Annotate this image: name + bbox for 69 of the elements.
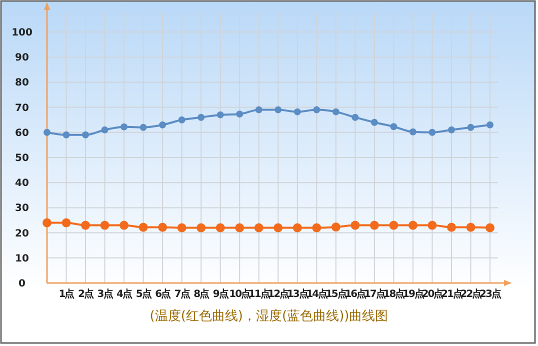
- point: [313, 106, 320, 114]
- y-tick-label: 10: [15, 253, 29, 264]
- point: [274, 223, 283, 232]
- point: [196, 223, 206, 232]
- point: [101, 126, 108, 134]
- point: [120, 123, 128, 130]
- point: [370, 220, 379, 230]
- point: [294, 108, 301, 116]
- text: (温度(红色曲线)，湿度(蓝色曲线))曲线图: [150, 308, 388, 324]
- y-tick-label: 30: [15, 203, 29, 214]
- x-tick-label: 4点: [116, 288, 133, 300]
- y-tick-label: 70: [15, 102, 29, 114]
- y-tick-label: 20: [15, 228, 29, 240]
- y-tick-label: 60: [15, 128, 29, 139]
- point: [81, 220, 90, 230]
- x-tick-label: 3点: [97, 288, 114, 300]
- point: [350, 220, 360, 230]
- point: [235, 223, 244, 232]
- x-tick-label: 9点: [212, 288, 229, 300]
- point: [177, 223, 186, 232]
- point: [62, 218, 71, 228]
- y-tick-label: 90: [15, 52, 29, 64]
- point: [389, 220, 398, 230]
- point: [140, 124, 147, 131]
- point: [292, 223, 302, 232]
- y-tick-label: 0: [18, 278, 26, 290]
- point: [486, 223, 494, 232]
- x-tick-label: 1点: [58, 288, 75, 300]
- point: [236, 110, 244, 118]
- point: [408, 220, 418, 230]
- point: [332, 108, 340, 116]
- y-tick-label: 80: [15, 78, 29, 89]
- point: [42, 218, 52, 228]
- x-tick-label: 2点: [78, 288, 94, 300]
- point: [158, 222, 168, 232]
- point: [44, 128, 50, 136]
- point: [448, 126, 455, 134]
- point: [255, 106, 262, 114]
- point: [312, 223, 322, 232]
- point: [62, 131, 70, 138]
- point: [467, 124, 474, 131]
- point: [159, 121, 166, 128]
- point: [216, 223, 225, 232]
- point: [486, 121, 494, 128]
- point: [352, 114, 359, 121]
- point: [100, 220, 110, 230]
- x-tick-label: 5点: [136, 288, 152, 300]
- point: [274, 106, 282, 114]
- y-tick-label: 50: [15, 153, 29, 164]
- point: [216, 111, 224, 118]
- point: [198, 114, 205, 121]
- point: [331, 222, 340, 232]
- point: [446, 222, 456, 232]
- point: [254, 223, 264, 232]
- x-tick-label: 6点: [155, 288, 172, 300]
- point: [82, 131, 90, 138]
- x-tick-label: 8点: [194, 288, 210, 300]
- point: [138, 222, 148, 232]
- y-tick-label: 100: [12, 28, 32, 38]
- point: [428, 220, 437, 230]
- point: [390, 123, 398, 130]
- point: [466, 222, 476, 232]
- x-tick-label: 7点: [174, 288, 190, 300]
- point: [120, 220, 129, 230]
- point: [428, 128, 436, 136]
- point: [370, 118, 378, 126]
- y-tick-label: 40: [15, 178, 29, 190]
- point: [409, 128, 416, 136]
- point: [178, 116, 186, 124]
